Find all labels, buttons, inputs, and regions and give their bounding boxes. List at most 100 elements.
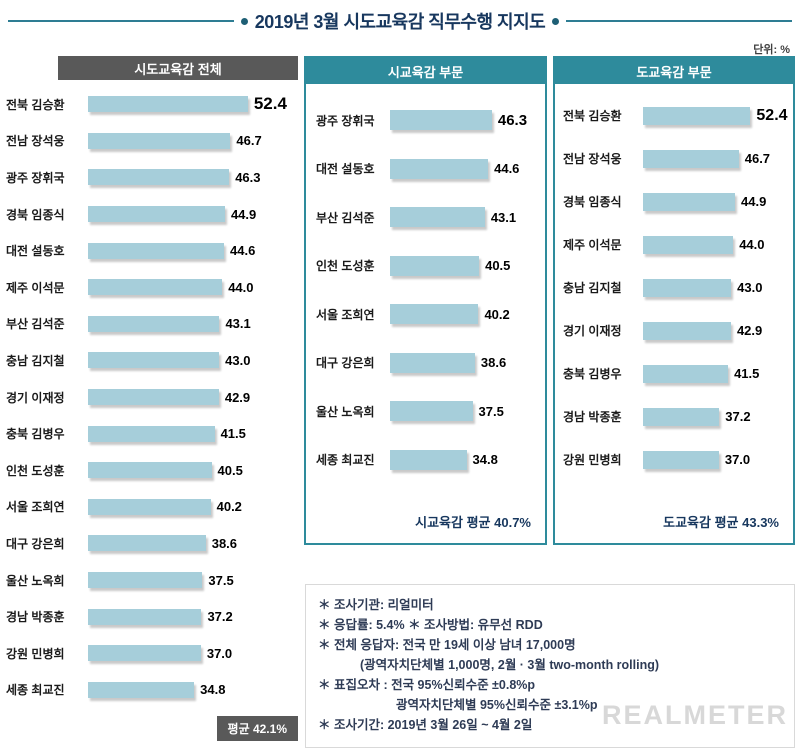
bar <box>88 645 201 662</box>
bar-value-label: 44.0 <box>228 279 254 295</box>
bar-row: 서울 조희연 40.2 <box>316 290 545 339</box>
panel-city: 시교육감 부문 광주 장휘국 46.3 대전 설동호 44.6 부산 김석준 43.1 인천… <box>304 56 547 545</box>
unit-label: 단위: % <box>753 44 790 56</box>
bar-row: 서울 조희연 40.2 <box>6 489 298 526</box>
bar <box>88 352 220 369</box>
bar-value-label: 38.6 <box>480 355 507 371</box>
bar <box>88 572 203 589</box>
bar-value-label: 38.6 <box>211 535 238 551</box>
bar-value-label: 37.5 <box>208 572 234 588</box>
bar-row: 경북 임종식 44.9 <box>6 196 298 233</box>
bar <box>390 401 473 422</box>
bar-row: 전남 장석웅 46.7 <box>563 137 793 180</box>
bar-value-label: 44.0 <box>739 237 765 252</box>
bar-category-label: 충남 김지철 <box>6 353 65 368</box>
bar-row: 충남 김지철 43.0 <box>6 342 298 379</box>
bar-row: 울산 노옥희 37.5 <box>6 562 298 599</box>
bar-row: 제주 이석문 44.0 <box>6 269 298 306</box>
bar-category-label: 대전 설동호 <box>316 162 375 177</box>
bar <box>643 235 734 254</box>
title-decor-line-left <box>8 20 234 22</box>
bar-category-label: 대전 설동호 <box>6 244 65 259</box>
note-line: 광역자치단체별 95%신뢰수준 ±3.1%p <box>396 698 598 712</box>
bar-category-label: 전북 김승환 <box>563 109 622 123</box>
bar <box>390 207 485 228</box>
bar <box>390 110 492 131</box>
bar <box>390 158 489 179</box>
bar-row: 대전 설동호 44.6 <box>6 232 298 269</box>
realmeter-watermark: REALMETER <box>602 700 788 730</box>
bar <box>643 106 751 125</box>
bar <box>88 425 215 442</box>
bar-category-label: 광주 장휘국 <box>6 170 65 185</box>
bar-row: 충남 김지철 43.0 <box>563 266 793 309</box>
bar <box>88 169 230 186</box>
bar-category-label: 충남 김지철 <box>563 281 622 295</box>
bar-value-label: 52.4 <box>756 106 788 124</box>
bar-row: 대구 강은희 38.6 <box>6 525 298 562</box>
bar-value-label: 44.9 <box>741 194 767 209</box>
panel-city-bars: 광주 장휘국 46.3 대전 설동호 44.6 부산 김석준 43.1 인천 도성훈 40.5… <box>306 84 545 484</box>
bar-row: 인천 도성훈 40.5 <box>316 242 545 291</box>
bar-row: 부산 김석준 43.1 <box>316 193 545 242</box>
bar-value-label: 37.5 <box>478 403 504 419</box>
bar-value-label: 37.2 <box>207 609 233 625</box>
bar <box>88 206 225 223</box>
panel-province-header: 도교육감 부문 <box>555 58 793 84</box>
bar-value-label: 46.7 <box>236 133 262 149</box>
bar-value-label: 41.5 <box>734 366 760 381</box>
bar-row: 대전 설동호 44.6 <box>316 145 545 194</box>
bar <box>88 389 219 406</box>
bar-row: 광주 장휘국 46.3 <box>6 159 298 196</box>
note-line: ＊ 응답률: 5.4% ＊ 조사방법: 유무선 RDD <box>318 618 543 632</box>
bar-category-label: 제주 이석문 <box>563 238 622 252</box>
bar-value-label: 40.2 <box>216 499 242 515</box>
bar-value-label: 42.9 <box>736 323 763 338</box>
bar-value-label: 43.1 <box>490 209 517 225</box>
note-line: ＊ 조사기관: 리얼미터 <box>318 598 434 612</box>
bar <box>88 242 225 259</box>
bar-category-label: 인천 도성훈 <box>6 463 65 478</box>
bar-value-label: 44.6 <box>230 243 256 259</box>
bar-row: 세종 최교진 34.8 <box>316 436 545 485</box>
panel-province: 도교육감 부문 전북 김승환 52.4 전남 장석웅 46.7 경북 임종식 44.9 제주… <box>553 56 795 545</box>
survey-notes: ＊ 조사기관: 리얼미터 ＊ 응답률: 5.4% ＊ 조사방법: 유무선 RDD ＊… <box>305 584 795 748</box>
bar-category-label: 전북 김승환 <box>6 97 65 112</box>
bar-value-label: 34.8 <box>472 452 498 468</box>
bar <box>390 255 480 276</box>
bar-row: 부산 김석준 43.1 <box>6 306 298 343</box>
bar <box>643 364 729 383</box>
bar-row: 경남 박종훈 37.2 <box>563 395 793 438</box>
bar-row: 전북 김승환 52.4 <box>6 86 298 123</box>
bar-category-label: 광주 장휘국 <box>316 113 375 128</box>
bar-value-label: 34.8 <box>200 682 226 698</box>
bar-category-label: 충북 김병우 <box>6 427 65 442</box>
bar-value-label: 40.5 <box>485 258 511 274</box>
bar-category-label: 서울 조희연 <box>316 307 375 322</box>
bar <box>88 681 195 698</box>
bar-category-label: 충북 김병우 <box>563 367 622 381</box>
title-decor-line-right <box>566 20 792 22</box>
bar-category-label: 강원 민병희 <box>6 646 65 661</box>
bar-row: 경기 이재정 42.9 <box>563 309 793 352</box>
bar-category-label: 경북 임종식 <box>6 207 65 222</box>
bar <box>390 304 479 325</box>
bar-category-label: 경기 이재정 <box>563 324 622 338</box>
bar <box>390 449 467 470</box>
bar-row: 충북 김병우 41.5 <box>6 415 298 452</box>
bar-category-label: 부산 김석준 <box>6 317 65 332</box>
bar-row: 전북 김승환 52.4 <box>563 94 793 137</box>
bar-value-label: 43.0 <box>737 280 763 295</box>
bar-category-label: 부산 김석준 <box>316 210 375 225</box>
bar <box>643 192 736 211</box>
note-line: ＊ 조사기간: 2019년 3월 26일 ~ 4월 2일 <box>318 718 533 732</box>
bar-value-label: 44.9 <box>230 206 257 222</box>
bar-category-label: 강원 민병희 <box>563 453 622 467</box>
bar-value-label: 43.0 <box>225 352 251 368</box>
title-decor-dot-left <box>240 17 248 25</box>
bar-category-label: 대구 강은희 <box>6 536 65 551</box>
bar <box>88 132 231 149</box>
bar-category-label: 경남 박종훈 <box>6 610 65 625</box>
bar-category-label: 제주 이석문 <box>6 280 65 295</box>
